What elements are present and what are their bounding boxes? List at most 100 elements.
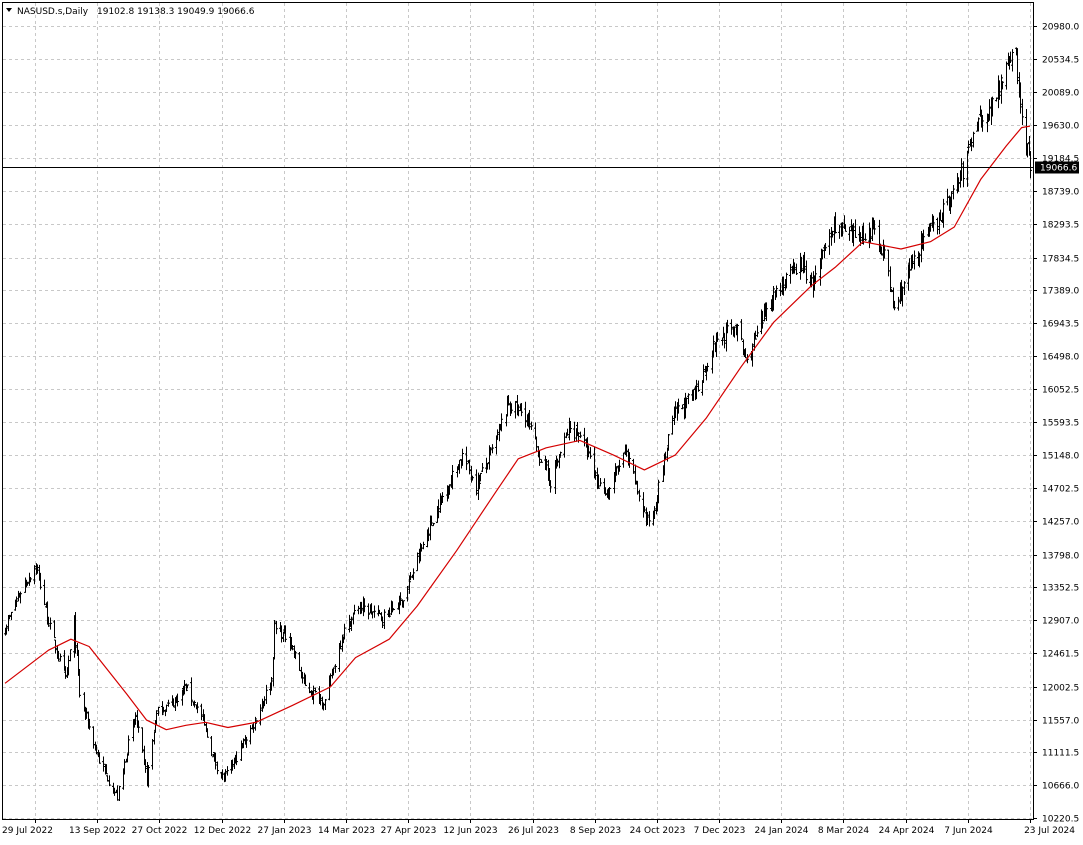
grid [3,3,1033,819]
ohlc-bar [252,722,255,733]
ohlc-bar [828,229,831,255]
ohlc-bar [795,263,798,276]
ohlc-bar [416,552,419,572]
ohlc-bar [39,572,42,590]
ohlc-bar [685,397,688,409]
ohlc-bar [193,700,196,708]
ohlc-bar [468,459,471,475]
moving-average-path [4,125,1031,731]
x-tick-label: 27 Jan 2023 [258,826,312,836]
ohlc-bar [98,752,101,764]
ohlc-bar [676,402,679,421]
ohlc-bar [687,393,690,405]
ohlc-bar [412,568,415,580]
ohlc-bar [26,581,29,586]
ohlc-bar [841,222,844,237]
x-tick-label: 12 Jun 2023 [443,826,497,836]
y-tick-label: 16052.5 [1042,386,1079,396]
ohlc-bar [873,220,876,235]
ohlc-bar [127,735,130,756]
collapse-triangle-icon[interactable] [6,8,12,12]
y-tick-label: 14702.5 [1042,485,1079,495]
ohlc-bar [831,230,834,238]
ohlc-bar [970,137,973,152]
ohlc-bar [363,598,366,613]
ohlc-bar [427,527,430,542]
ohlc-bar [226,766,229,776]
y-tick-label: 12002.5 [1042,684,1079,694]
y-tick-label: 10666.0 [1042,782,1079,792]
ohlc-bar [118,785,121,802]
y-tick-label: 16498.0 [1042,353,1079,363]
ohlc-bar [1029,151,1032,179]
ohlc-bar [176,693,179,707]
ohlc-bar [422,541,425,550]
ohlc-bar [406,585,409,602]
ohlc-bar [869,228,872,243]
y-tick-label: 12461.5 [1042,650,1079,660]
ohlc-bar [579,431,582,439]
ohlc-bar [481,463,484,473]
ohlc-bar [216,761,219,775]
price-bars [4,47,1032,802]
ohlc-bar [105,764,108,775]
ohlc-bar [147,765,150,788]
x-tick-label: 24 Oct 2023 [630,826,686,836]
ohlc-bar [95,744,98,755]
ohlc-bar [214,752,217,770]
ohlc-bar [1005,61,1008,90]
x-tick-label: 24 Jan 2024 [755,826,809,836]
ohlc-bar [451,465,454,490]
current-price-marker: 19066.6 [3,161,1079,174]
ohlc-bar [231,759,234,771]
ohlc-bar [1026,143,1029,158]
ohlc-bar [1009,51,1012,64]
x-tick-label: 8 Sep 2023 [570,826,621,836]
ohlc-bar [441,492,444,504]
y-tick-label: 19184.5 [1042,155,1079,165]
ohlc-bar [190,677,193,707]
ohlc-bar [893,300,896,311]
ohlc-bar [824,242,827,252]
ohlc-bar [259,704,262,726]
ohlc-bar [549,480,552,493]
y-tick-label: 17834.5 [1042,255,1079,265]
ohlc-bar [821,249,824,260]
ohlc-bar [161,701,164,716]
ohlc-bar [889,266,892,292]
ohlc-bar [350,616,353,632]
ohlc-bar [538,451,541,466]
ohlc-bar [950,191,953,208]
ohlc-bar [805,260,808,284]
ohlc-bar [162,706,165,713]
current-price-label: 19066.6 [1040,164,1077,174]
ohlc-bar [972,131,975,148]
ohlc-bar [540,459,543,463]
ohlc-bar [646,511,649,525]
ohlc-bar [408,575,411,594]
ohlc-bar [203,714,206,726]
ohlc-bar [648,511,651,527]
ohlc-bar [304,674,307,686]
ohlc-bar [814,265,817,285]
ohlc-bar [43,579,46,606]
ohlc-bar [510,403,513,414]
ohlc-bar [597,474,600,489]
ohlc-values: 19102.8 19138.3 19049.9 19066.6 [97,7,255,17]
ohlc-bar [653,506,656,520]
ohlc-bar [78,668,81,698]
ohlc-bar [200,703,203,721]
ohlc-bar [402,600,405,608]
ohlc-bar [878,219,881,253]
ohlc-bar [500,413,503,432]
ohlc-bar [962,161,965,188]
ohlc-bar [838,224,841,239]
ohlc-bar [496,429,499,440]
ohlc-bar [793,262,796,274]
ohlc-bar [880,246,883,256]
ohlc-bar [636,480,639,495]
ohlc-bar [74,611,77,654]
ohlc-bar [254,716,257,731]
ohlc-bar [939,209,942,221]
